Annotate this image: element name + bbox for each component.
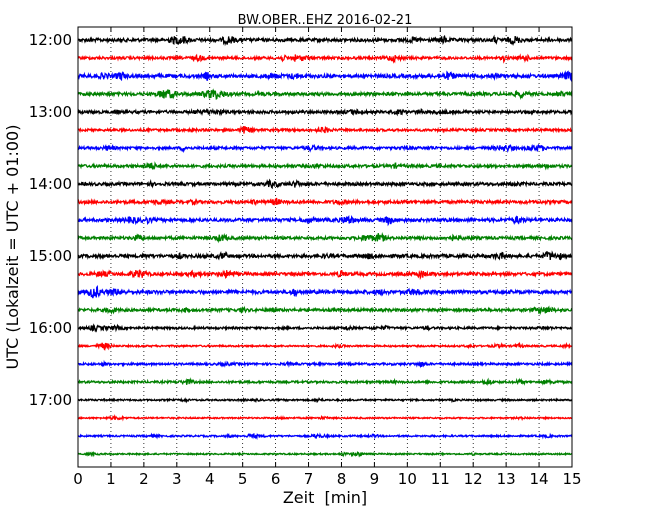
x-tick-label: 3 bbox=[172, 470, 182, 488]
x-tick-label: 8 bbox=[337, 470, 347, 488]
x-tick-label: 1 bbox=[106, 470, 116, 488]
x-axis-label: Zeit [min] bbox=[283, 488, 367, 507]
grid-lines bbox=[110, 27, 540, 467]
seismic-trace-1715 bbox=[77, 413, 573, 422]
seismic-trace-1315 bbox=[77, 125, 573, 134]
seismic-trace-1415 bbox=[77, 197, 573, 207]
seismic-trace-1545 bbox=[77, 305, 573, 316]
x-tick-label: 15 bbox=[562, 470, 581, 488]
x-tick-label: 10 bbox=[398, 470, 417, 488]
x-tick-label: 0 bbox=[73, 470, 83, 488]
seismic-trace-1500 bbox=[77, 250, 573, 261]
seismic-trace-1645 bbox=[77, 377, 573, 386]
y-axis-label: UTC (Lokalzeit = UTC + 01:00) bbox=[3, 125, 22, 370]
seismic-trace-1300 bbox=[77, 107, 573, 117]
seismic-trace-1245 bbox=[77, 88, 573, 100]
plot-frame bbox=[77, 26, 573, 468]
y-tick-label: 14:00 bbox=[29, 175, 72, 193]
y-tick-labels: 12:00 13:00 14:00 15:00 16:00 17:00 bbox=[29, 31, 72, 409]
seismic-trace-1330 bbox=[77, 143, 573, 153]
seismic-trace-1215 bbox=[77, 53, 573, 64]
x-tick-label: 6 bbox=[271, 470, 281, 488]
seismic-trace-1730 bbox=[77, 432, 573, 441]
x-tick-label: 5 bbox=[238, 470, 248, 488]
seismic-trace-1445 bbox=[77, 231, 573, 244]
seismic-trace-1230 bbox=[77, 70, 573, 82]
x-tick-label: 14 bbox=[530, 470, 549, 488]
seismic-trace-1600 bbox=[77, 323, 573, 333]
seismic-traces bbox=[77, 34, 573, 458]
seismic-trace-1200 bbox=[77, 34, 573, 47]
seismic-trace-1515 bbox=[77, 269, 573, 281]
x-tick-label: 13 bbox=[497, 470, 516, 488]
x-tick-label: 12 bbox=[464, 470, 483, 488]
seismic-trace-1745 bbox=[77, 450, 573, 458]
seismic-trace-1700 bbox=[77, 397, 573, 404]
seismic-trace-1530 bbox=[77, 284, 573, 299]
seismic-trace-1345 bbox=[77, 161, 573, 171]
y-tick-label: 12:00 bbox=[29, 31, 72, 49]
seismic-trace-1630 bbox=[77, 359, 573, 369]
y-tick-label: 13:00 bbox=[29, 103, 72, 121]
chart-title: BW.OBER..EHZ 2016-02-21 bbox=[238, 13, 413, 28]
y-tick-label: 15:00 bbox=[29, 247, 72, 265]
seismic-trace-1430 bbox=[77, 215, 573, 227]
x-tick-label: 7 bbox=[304, 470, 314, 488]
x-tick-labels: 0 1 2 3 4 5 6 7 8 9 10 11 12 13 14 15 bbox=[73, 470, 581, 488]
x-tick-label: 4 bbox=[205, 470, 215, 488]
y-tick-label: 17:00 bbox=[29, 391, 72, 409]
x-tick-label: 11 bbox=[431, 470, 450, 488]
x-tick-label: 9 bbox=[370, 470, 380, 488]
y-tick-label: 16:00 bbox=[29, 319, 72, 337]
x-tick-label: 2 bbox=[139, 470, 149, 488]
axis-ticks bbox=[77, 27, 573, 467]
seismic-trace-1400 bbox=[77, 178, 573, 190]
seismic-trace-1615 bbox=[77, 341, 573, 351]
